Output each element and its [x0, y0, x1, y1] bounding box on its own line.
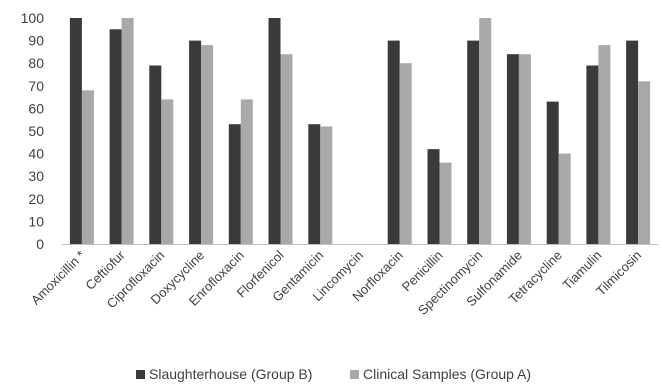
bar-slaughterhouse [506, 54, 519, 245]
bar-clinical [479, 18, 492, 244]
bar-clinical [558, 153, 571, 244]
legend-label: Slaughterhouse (Group B) [149, 366, 312, 382]
y-tick-label: 80 [28, 55, 44, 71]
y-tick-label: 70 [28, 78, 44, 94]
legend: Slaughterhouse (Group B) Clinical Samples… [136, 366, 531, 382]
legend-swatch-clinical [350, 370, 359, 379]
x-axis-labels: Amoxicillin *CeftiofurCiprofloxacinDoxyc… [28, 247, 644, 318]
bar-clinical [320, 126, 333, 244]
bar-slaughterhouse [268, 18, 281, 244]
bar-slaughterhouse [427, 149, 440, 244]
y-tick-label: 10 [28, 213, 44, 229]
bar-slaughterhouse [626, 40, 639, 244]
y-tick-label: 20 [28, 191, 44, 207]
legend-swatch-slaughterhouse [136, 370, 145, 379]
bar-slaughterhouse [149, 65, 162, 244]
bar-clinical [280, 54, 293, 245]
bar-clinical [121, 18, 134, 244]
y-tick-label: 30 [28, 168, 44, 184]
y-tick-label: 40 [28, 146, 44, 162]
bar-slaughterhouse [467, 40, 480, 244]
legend-label: Clinical Samples (Group A) [363, 366, 531, 382]
bar-clinical [240, 99, 253, 245]
y-tick-label: 60 [28, 100, 44, 116]
bar-slaughterhouse [228, 124, 241, 244]
y-tick-label: 100 [21, 10, 45, 26]
y-tick-label: 90 [28, 33, 44, 49]
y-tick-label: 0 [36, 236, 44, 252]
bar-slaughterhouse [546, 101, 559, 244]
bar-slaughterhouse [586, 65, 599, 244]
y-tick-label: 50 [28, 123, 44, 139]
bar-slaughterhouse [189, 40, 202, 244]
bar-clinical [598, 45, 611, 244]
bar-clinical [161, 99, 174, 245]
bar-clinical [439, 162, 452, 244]
x-tick-label: Amoxicillin * [28, 248, 88, 308]
bar-clinical [81, 90, 94, 244]
bar-slaughterhouse [69, 18, 82, 244]
bar-clinical [399, 63, 412, 245]
bar-clinical [518, 54, 531, 245]
bar-slaughterhouse [387, 40, 400, 244]
bars-group [69, 18, 651, 245]
bar-clinical [638, 81, 651, 244]
bar-slaughterhouse [109, 29, 122, 244]
y-axis-ticks: 0 10 20 30 40 50 60 70 80 90 100 [21, 10, 45, 252]
bar-slaughterhouse [308, 124, 321, 244]
bar-clinical [201, 45, 214, 244]
